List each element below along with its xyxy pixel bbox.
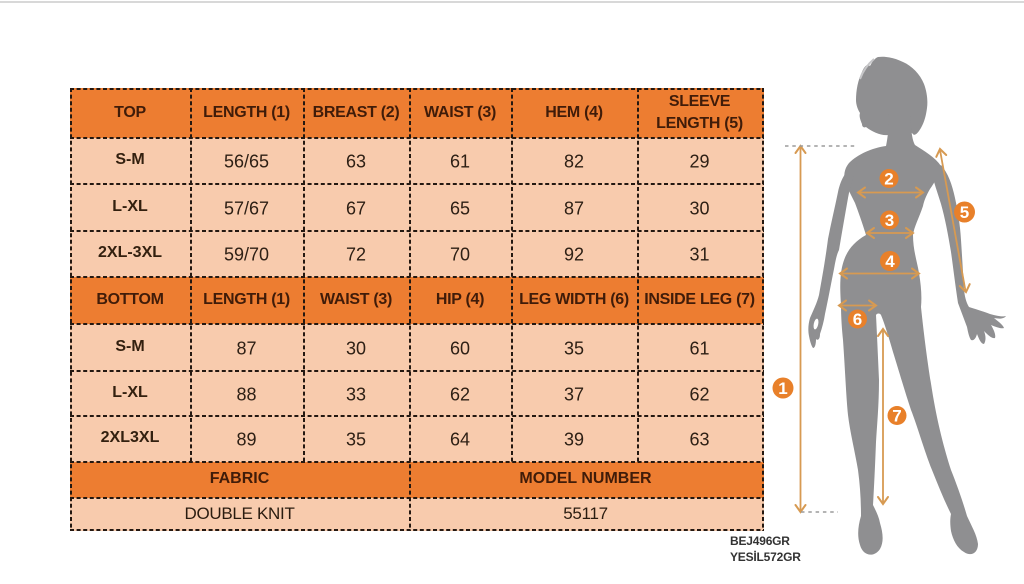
svg-text:6: 6 [853, 310, 862, 329]
svg-text:1: 1 [778, 379, 787, 398]
svg-text:5: 5 [960, 203, 969, 222]
svg-text:2: 2 [884, 170, 893, 189]
svg-text:4: 4 [885, 252, 895, 271]
svg-text:7: 7 [892, 407, 901, 426]
svg-text:3: 3 [885, 211, 894, 230]
